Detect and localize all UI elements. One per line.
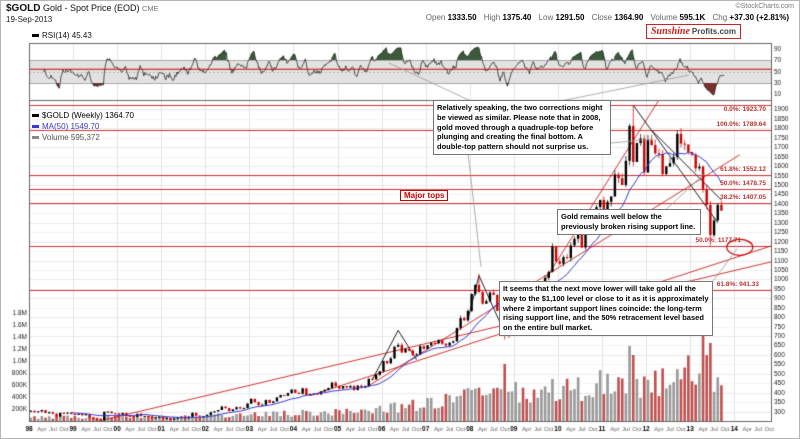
chg-label: Chg bbox=[712, 13, 728, 22]
sunshine-profits-logo[interactable]: Sunshine Profits.com bbox=[646, 24, 741, 39]
symbol-description: Gold - Spot Price (EOD) bbox=[42, 3, 140, 13]
open-label: Open bbox=[425, 13, 446, 22]
chg-value: +37.30 (+2.81%) bbox=[729, 13, 789, 22]
rsi-legend: RSI(14) 45.43 bbox=[32, 31, 92, 40]
fib-label: 50.0%: 1177.71 bbox=[695, 236, 741, 244]
annotation-next-move: It seems that the next move lower will t… bbox=[499, 281, 713, 336]
volume-legend-marker-icon bbox=[32, 136, 39, 140]
symbol-title: $GOLD Gold - Spot Price (EOD) CME bbox=[6, 3, 159, 14]
legend-ma50: MA(50) 1549.70 bbox=[32, 122, 99, 131]
logo-profits: Profits.com bbox=[691, 27, 736, 36]
logo-sunshine: Sunshine bbox=[651, 26, 690, 37]
high-label: High bbox=[483, 13, 501, 22]
fib-label: 61.8%: 941.33 bbox=[716, 281, 759, 289]
legend-volume-text: Volume 595,372 bbox=[42, 133, 100, 142]
symbol: $GOLD bbox=[6, 3, 41, 14]
annotation-support-line: Gold remains well below the previously b… bbox=[557, 209, 701, 235]
legend-price: $GOLD (Weekly) 1364.70 bbox=[32, 111, 134, 120]
price-legend-marker-icon bbox=[32, 114, 39, 118]
annotation-major-tops: Major tops bbox=[400, 190, 449, 201]
low-label: Low bbox=[538, 13, 554, 22]
high-value: 1375.40 bbox=[502, 13, 532, 22]
volume-label: Volume bbox=[650, 13, 678, 22]
legend-volume: Volume 595,372 bbox=[32, 133, 100, 142]
volume-value: 595.1K bbox=[679, 13, 706, 22]
rsi-legend-marker-icon bbox=[32, 34, 39, 38]
legend-ma-text: MA(50) 1549.70 bbox=[42, 122, 100, 131]
legend-price-text: $GOLD (Weekly) 1364.70 bbox=[42, 111, 134, 120]
close-value: 1364.90 bbox=[614, 13, 644, 22]
fib-label: 100.0%: 1789.64 bbox=[716, 121, 766, 129]
open-value: 1333.50 bbox=[447, 13, 477, 22]
ma-legend-marker-icon bbox=[32, 125, 39, 129]
annotation-corrections: Relatively speaking, the two corrections… bbox=[433, 100, 611, 155]
fib-label: 50.0%: 1478.75 bbox=[720, 179, 766, 187]
low-value: 1291.50 bbox=[555, 13, 585, 22]
quote-line: Open 1333.50 High 1375.40 Low 1291.50 Cl… bbox=[426, 13, 794, 22]
exchange-label: CME bbox=[142, 4, 159, 13]
rsi-legend-text: RSI(14) 45.43 bbox=[42, 31, 92, 40]
fib-label: 38.2%: 1407.05 bbox=[720, 193, 766, 201]
fib-label: 0.0%: 1923.70 bbox=[723, 105, 766, 113]
fib-label: 61.8%: 1552.12 bbox=[720, 166, 766, 174]
close-label: Close bbox=[591, 13, 613, 22]
copyright: ©StockCharts.com bbox=[735, 3, 794, 10]
chart-date: 19-Sep-2013 bbox=[6, 15, 53, 24]
